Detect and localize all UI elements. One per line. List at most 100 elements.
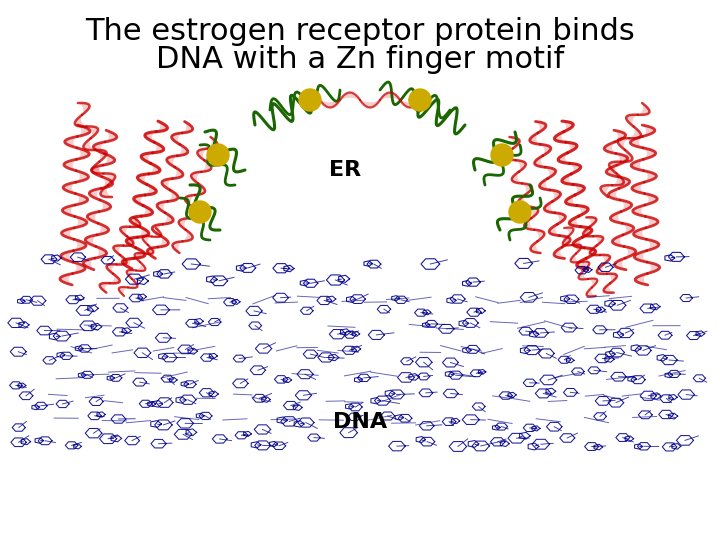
Polygon shape — [167, 156, 177, 167]
Polygon shape — [149, 163, 160, 174]
Polygon shape — [300, 92, 320, 100]
Polygon shape — [122, 258, 134, 269]
Polygon shape — [182, 122, 193, 133]
Polygon shape — [148, 247, 158, 259]
Circle shape — [491, 144, 513, 166]
Polygon shape — [138, 174, 149, 185]
Polygon shape — [141, 206, 153, 216]
Polygon shape — [60, 274, 73, 285]
Polygon shape — [61, 228, 74, 239]
Polygon shape — [91, 165, 103, 177]
Polygon shape — [606, 165, 618, 177]
Polygon shape — [63, 205, 75, 217]
Polygon shape — [76, 171, 89, 182]
Polygon shape — [544, 201, 555, 213]
Polygon shape — [144, 245, 153, 254]
Polygon shape — [634, 251, 647, 262]
Polygon shape — [624, 246, 636, 258]
Polygon shape — [136, 262, 145, 271]
Polygon shape — [630, 137, 643, 148]
Polygon shape — [580, 261, 590, 271]
Polygon shape — [505, 148, 516, 160]
Polygon shape — [554, 132, 566, 142]
Polygon shape — [635, 274, 648, 285]
Polygon shape — [616, 153, 628, 165]
Polygon shape — [201, 160, 211, 172]
Polygon shape — [571, 253, 580, 262]
Polygon shape — [134, 248, 145, 258]
Polygon shape — [603, 283, 613, 293]
Polygon shape — [590, 246, 600, 255]
Polygon shape — [645, 217, 658, 228]
Polygon shape — [63, 182, 76, 193]
Polygon shape — [611, 212, 622, 223]
Polygon shape — [360, 100, 380, 107]
Polygon shape — [614, 258, 626, 270]
Polygon shape — [608, 188, 620, 200]
Polygon shape — [643, 148, 656, 159]
Polygon shape — [536, 122, 546, 133]
Polygon shape — [126, 237, 138, 248]
Polygon shape — [626, 114, 638, 126]
Polygon shape — [99, 200, 111, 212]
Polygon shape — [145, 132, 156, 142]
Polygon shape — [646, 239, 659, 251]
Polygon shape — [197, 148, 207, 160]
Polygon shape — [585, 248, 595, 258]
Polygon shape — [618, 177, 630, 188]
Polygon shape — [607, 274, 617, 283]
Polygon shape — [558, 153, 570, 163]
Polygon shape — [152, 228, 161, 237]
Polygon shape — [609, 161, 621, 173]
Polygon shape — [580, 227, 592, 237]
Polygon shape — [572, 245, 582, 253]
Circle shape — [299, 89, 321, 111]
Polygon shape — [618, 138, 629, 150]
Polygon shape — [632, 182, 644, 193]
Polygon shape — [103, 153, 114, 165]
Polygon shape — [65, 137, 77, 148]
Text: ER: ER — [329, 160, 361, 180]
Polygon shape — [612, 235, 624, 246]
Polygon shape — [77, 125, 90, 137]
Polygon shape — [86, 126, 98, 138]
Polygon shape — [600, 185, 612, 197]
Polygon shape — [75, 193, 88, 205]
Polygon shape — [207, 137, 217, 148]
Polygon shape — [135, 253, 144, 262]
Polygon shape — [535, 156, 545, 167]
Polygon shape — [185, 195, 195, 207]
Polygon shape — [73, 239, 86, 251]
Polygon shape — [189, 207, 199, 218]
Polygon shape — [163, 213, 174, 224]
Polygon shape — [179, 218, 189, 230]
Polygon shape — [550, 190, 560, 201]
Polygon shape — [593, 236, 603, 246]
Polygon shape — [510, 137, 520, 148]
Polygon shape — [73, 262, 85, 274]
Polygon shape — [644, 171, 657, 182]
Polygon shape — [566, 142, 577, 153]
Polygon shape — [528, 207, 538, 218]
Polygon shape — [579, 271, 588, 279]
Polygon shape — [612, 173, 624, 185]
Polygon shape — [152, 224, 163, 235]
Polygon shape — [573, 237, 585, 248]
Polygon shape — [191, 172, 201, 184]
Text: The estrogen receptor protein binds: The estrogen receptor protein binds — [85, 17, 635, 46]
Polygon shape — [130, 216, 141, 227]
Polygon shape — [119, 287, 128, 296]
Polygon shape — [114, 246, 123, 255]
Polygon shape — [141, 153, 153, 163]
Polygon shape — [104, 173, 115, 185]
Polygon shape — [78, 103, 89, 115]
Polygon shape — [134, 195, 145, 206]
Polygon shape — [127, 270, 136, 279]
Polygon shape — [516, 160, 526, 172]
Polygon shape — [95, 246, 107, 258]
Polygon shape — [573, 185, 585, 195]
Polygon shape — [123, 236, 133, 246]
Polygon shape — [117, 255, 127, 265]
Polygon shape — [620, 200, 631, 212]
Polygon shape — [162, 179, 172, 190]
